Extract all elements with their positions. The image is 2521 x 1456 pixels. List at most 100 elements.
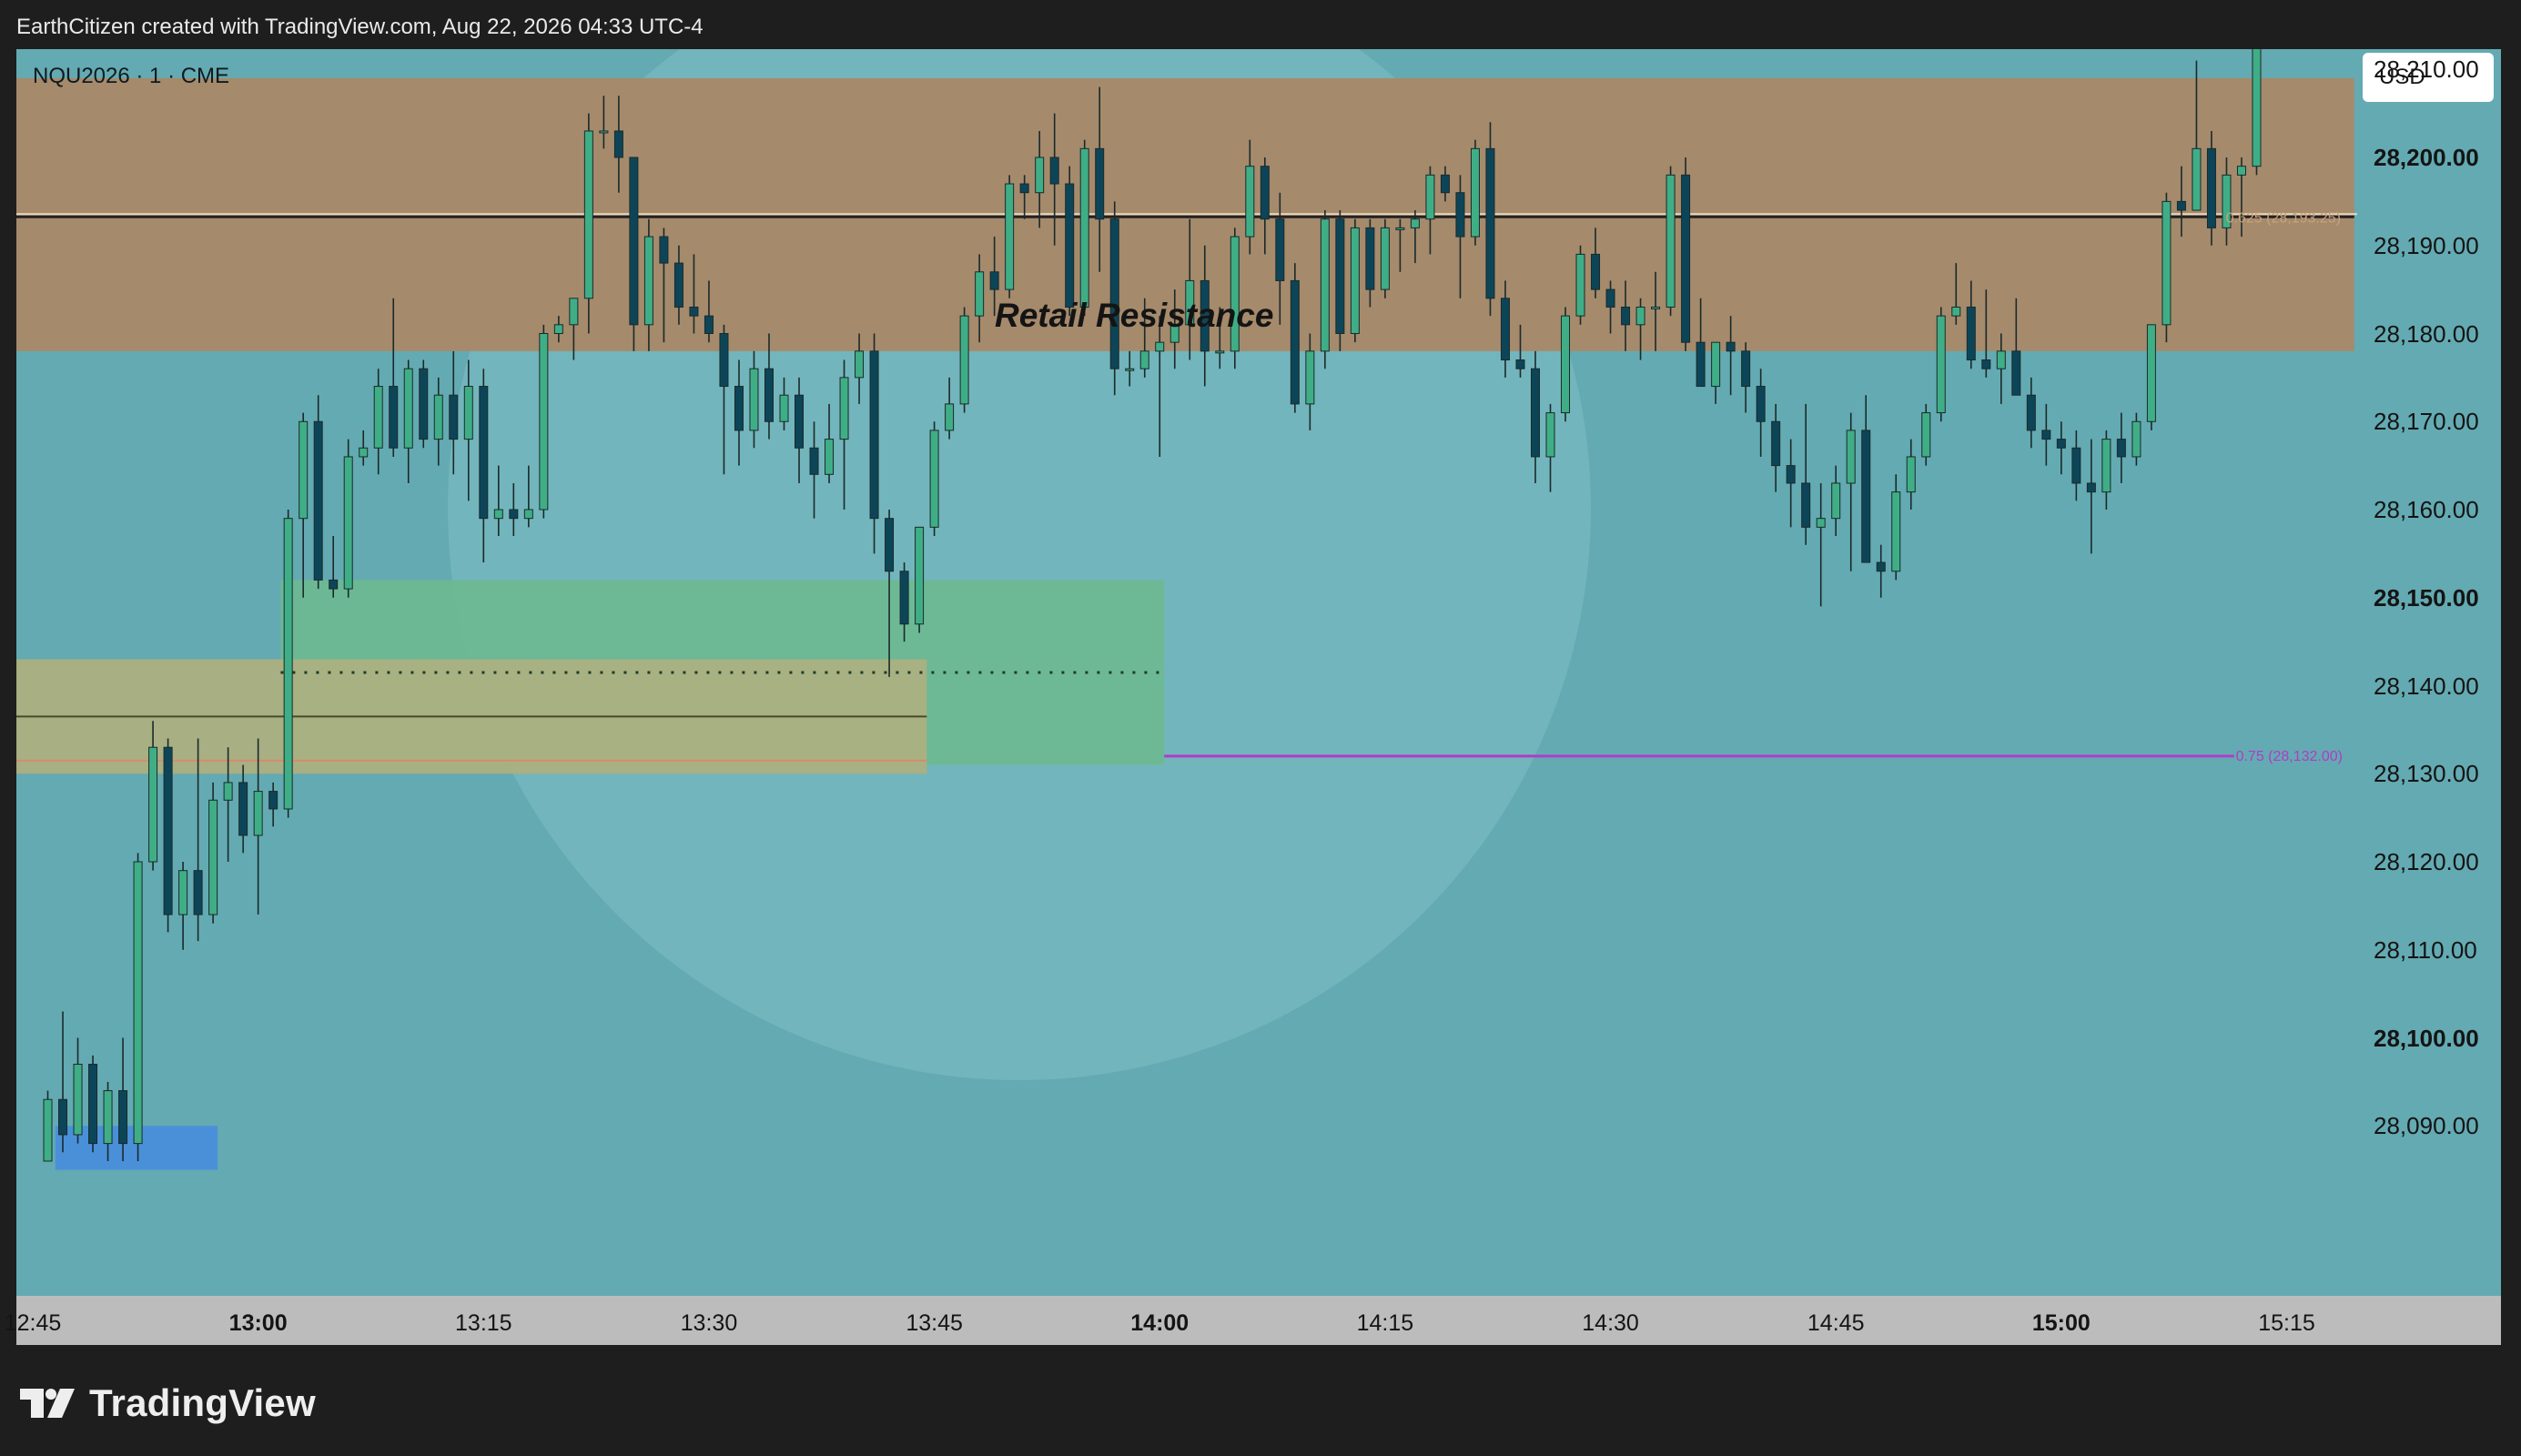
candle-body — [749, 368, 759, 431]
candle-body — [1545, 412, 1555, 458]
candle-body — [1575, 253, 1585, 317]
candle — [1996, 333, 2006, 404]
candle-body — [1290, 279, 1300, 405]
candle — [1155, 316, 1165, 457]
candle-body — [1365, 227, 1375, 290]
candle-body — [103, 1090, 113, 1145]
candle — [659, 228, 669, 343]
candle — [1455, 175, 1465, 298]
time-axis[interactable] — [16, 1296, 2501, 1345]
candle — [1005, 175, 1015, 298]
candle-body — [1019, 183, 1029, 194]
candle-body — [599, 130, 609, 134]
candle-body — [2222, 174, 2232, 228]
candle — [959, 307, 969, 413]
candle — [2206, 130, 2216, 246]
candle — [523, 465, 533, 528]
price-tick-label: 28,130.00 — [2374, 760, 2479, 788]
candle — [163, 738, 173, 933]
candle — [118, 1037, 128, 1161]
candle-body — [1665, 174, 1676, 308]
candle — [1185, 218, 1195, 360]
candle-body — [2236, 166, 2246, 176]
candle-body — [389, 386, 399, 449]
candle-body — [1936, 315, 1946, 414]
candle-body — [1605, 288, 1615, 308]
candle-body — [1966, 306, 1976, 361]
price-tick-label: 28,140.00 — [2374, 672, 2479, 700]
candle — [1966, 280, 1976, 369]
tradingview-logo-icon — [20, 1389, 75, 1418]
price-tick-label: 28,120.00 — [2374, 848, 2479, 875]
candle — [1169, 289, 1180, 369]
candle — [1019, 175, 1029, 219]
candle-body — [1125, 368, 1135, 371]
price-tick-label: 28,100.00 — [2374, 1024, 2479, 1052]
candle-body — [1981, 359, 1991, 369]
candle — [2026, 377, 2036, 449]
candle-body — [1996, 350, 2006, 369]
candle-body — [163, 746, 173, 915]
candle — [2236, 157, 2246, 238]
candle — [1335, 210, 1345, 351]
candle — [1665, 166, 1676, 317]
candle-body — [1635, 306, 1645, 326]
candle — [1876, 544, 1886, 598]
candle-body — [1185, 279, 1195, 326]
candle-body — [1921, 412, 1931, 458]
candle — [1380, 218, 1390, 298]
time-tick-label: 13:30 — [680, 1310, 738, 1336]
candle — [1065, 166, 1075, 317]
candle — [419, 359, 429, 449]
candle-body — [1169, 324, 1180, 343]
candle — [1831, 465, 1841, 537]
candle-body — [959, 315, 969, 405]
candle-body — [1741, 350, 1751, 388]
candle-body — [299, 420, 309, 520]
candle — [825, 403, 835, 483]
candle-body — [1951, 306, 1961, 317]
candle-body — [1711, 341, 1721, 388]
brand-logo[interactable]: TradingView — [20, 1381, 316, 1425]
candle — [1125, 350, 1135, 387]
candle — [795, 377, 805, 483]
price-chart: 0.625 (28,193.25) 0.75 (28,132.00) — [16, 49, 2357, 1170]
candle — [1440, 166, 1450, 202]
candle-body — [1771, 420, 1781, 467]
candle-body — [343, 456, 353, 590]
candle-body — [2041, 430, 2051, 440]
candle — [2176, 166, 2186, 238]
candle-body — [1786, 465, 1796, 484]
candle-body — [855, 350, 865, 379]
candle — [1515, 324, 1525, 378]
plot-area[interactable]: 0.625 (28,193.25) 0.75 (28,132.00) NQU20… — [16, 49, 2357, 1296]
candle-body — [1561, 315, 1571, 414]
candle-body — [1756, 386, 1766, 422]
candle — [299, 412, 309, 598]
candle-body — [569, 298, 579, 326]
candle — [1095, 86, 1105, 272]
candle-body — [1260, 166, 1270, 220]
candle — [734, 359, 744, 466]
candle-body — [929, 430, 939, 528]
annotation-title[interactable]: Retail Resistance — [995, 297, 1274, 334]
candle-body — [613, 130, 623, 158]
candle-body — [1470, 147, 1480, 238]
candle — [493, 465, 503, 537]
candle-body — [509, 509, 519, 520]
candle-body — [2011, 350, 2021, 396]
currency-button[interactable]: USD — [2363, 53, 2494, 102]
symbol-label[interactable]: NQU2026 · 1 · CME — [33, 64, 230, 88]
candle-body — [1079, 147, 1089, 308]
candle — [253, 738, 263, 915]
candle-body — [193, 870, 203, 915]
price-tick-label: 28,190.00 — [2374, 231, 2479, 259]
candle — [433, 377, 443, 466]
price-tick-label: 28,200.00 — [2374, 144, 2479, 171]
candle-body — [704, 315, 714, 334]
price-axis[interactable] — [2357, 49, 2501, 1296]
candle-body — [88, 1064, 98, 1145]
candle-body — [1005, 183, 1015, 290]
candle — [1320, 210, 1330, 369]
candle — [148, 721, 158, 871]
